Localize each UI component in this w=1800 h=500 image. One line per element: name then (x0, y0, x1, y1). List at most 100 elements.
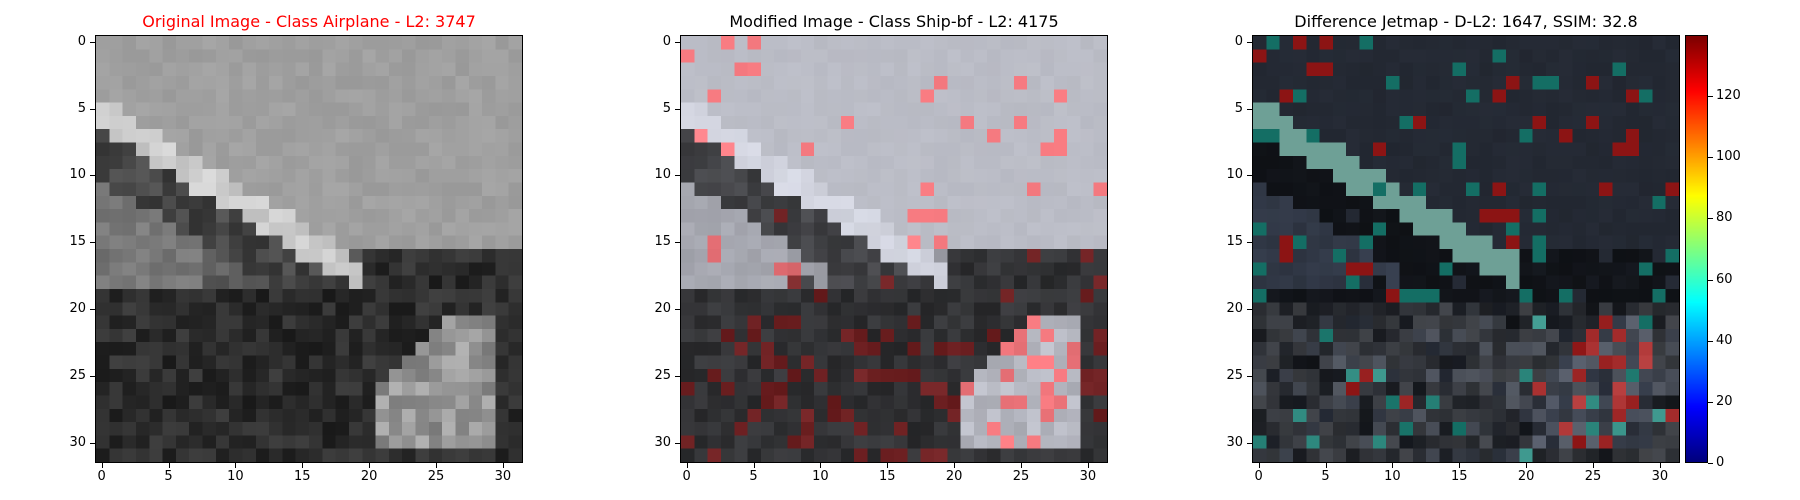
y-tick-mark (675, 108, 680, 110)
image-modified (680, 35, 1108, 463)
y-tick-label: 15 (69, 234, 86, 250)
x-tick-label: 25 (1012, 469, 1030, 484)
y-tick-mark (675, 309, 680, 311)
x-tick-label: 30 (494, 469, 512, 484)
y-tick-label: 10 (69, 167, 86, 183)
y-tick-label: 20 (1226, 301, 1243, 317)
y-tick-mark (1247, 175, 1252, 177)
x-tick-mark (1659, 463, 1661, 468)
y-tick-mark (675, 175, 680, 177)
colorbar-tick-label: 60 (1716, 271, 1733, 287)
x-tick-mark (369, 463, 371, 468)
y-tick-label: 0 (77, 33, 86, 49)
y-tick-mark (1247, 108, 1252, 110)
y-tick-mark (90, 242, 95, 244)
x-tick-mark (753, 463, 755, 468)
y-tick-mark (90, 442, 95, 444)
colorbar-tick-label: 40 (1716, 332, 1733, 348)
x-tick-label: 15 (879, 469, 896, 484)
colorbar-tick-mark (1708, 401, 1713, 403)
colorbar-tick-mark (1708, 96, 1713, 98)
x-tick-mark (1087, 463, 1089, 468)
x-tick-mark (101, 463, 103, 468)
y-tick-mark (675, 376, 680, 378)
x-tick-mark (436, 463, 438, 468)
y-tick-mark (1247, 442, 1252, 444)
colorbar-tick-mark (1708, 279, 1713, 281)
x-tick-mark (820, 463, 822, 468)
x-tick-label: 5 (164, 469, 173, 484)
colorbar-tick-label: 80 (1716, 210, 1733, 226)
y-tick-label: 20 (69, 301, 86, 317)
y-tick-label: 30 (69, 434, 86, 450)
y-tick-label: 5 (662, 100, 671, 116)
y-tick-mark (1247, 376, 1252, 378)
x-tick-label: 5 (749, 469, 758, 484)
colorbar-tick-label: 0 (1716, 455, 1725, 470)
colorbar-tick-mark (1708, 157, 1713, 159)
y-tick-mark (675, 242, 680, 244)
colorbar-gradient (1686, 36, 1707, 462)
x-tick-mark (502, 463, 504, 468)
x-tick-mark (302, 463, 304, 468)
image-difference (1252, 35, 1680, 463)
x-tick-label: 15 (294, 469, 311, 484)
x-tick-mark (686, 463, 688, 468)
y-tick-label: 30 (654, 434, 671, 450)
x-tick-label: 30 (1079, 469, 1097, 484)
image-original (95, 35, 523, 463)
x-tick-mark (168, 463, 170, 468)
x-tick-label: 20 (945, 469, 963, 484)
colorbar-tick-mark (1708, 463, 1713, 464)
x-tick-label: 20 (360, 469, 378, 484)
y-tick-mark (90, 376, 95, 378)
x-tick-mark (1021, 463, 1023, 468)
y-tick-label: 10 (1226, 167, 1243, 183)
x-tick-mark (1325, 463, 1327, 468)
x-tick-mark (887, 463, 889, 468)
y-tick-label: 15 (654, 234, 671, 250)
y-tick-mark (90, 41, 95, 43)
x-tick-label: 0 (97, 469, 106, 484)
x-tick-mark (954, 463, 956, 468)
colorbar-tick-label: 100 (1716, 149, 1741, 165)
colorbar-tick-label: 120 (1716, 88, 1741, 104)
y-tick-mark (1247, 242, 1252, 244)
y-tick-mark (675, 41, 680, 43)
colorbar (1685, 35, 1708, 463)
y-tick-mark (90, 309, 95, 311)
y-tick-label: 25 (654, 368, 671, 384)
y-tick-label: 15 (1226, 234, 1243, 250)
colorbar-tick-mark (1708, 218, 1713, 220)
y-tick-label: 0 (662, 33, 671, 49)
y-tick-label: 25 (69, 368, 86, 384)
x-tick-mark (235, 463, 237, 468)
colorbar-tick-label: 20 (1716, 393, 1733, 409)
y-tick-mark (1247, 41, 1252, 43)
y-tick-label: 5 (77, 100, 86, 116)
x-tick-mark (1593, 463, 1595, 468)
difference-jetmap-pixels (1253, 36, 1679, 462)
x-tick-label: 10 (227, 469, 244, 484)
original-image-pixels (96, 36, 522, 462)
x-tick-label: 10 (812, 469, 829, 484)
x-tick-label: 5 (1321, 469, 1330, 484)
y-tick-mark (1247, 309, 1252, 311)
x-tick-mark (1526, 463, 1528, 468)
x-tick-label: 20 (1517, 469, 1535, 484)
x-tick-label: 10 (1384, 469, 1401, 484)
x-tick-label: 15 (1451, 469, 1468, 484)
modified-image-pixels (681, 36, 1107, 462)
panel-title-original: Original Image - Class Airplane - L2: 37… (142, 12, 476, 31)
x-tick-label: 25 (1584, 469, 1602, 484)
y-tick-label: 20 (654, 301, 671, 317)
x-tick-label: 0 (1254, 469, 1263, 484)
y-tick-mark (90, 108, 95, 110)
y-tick-label: 10 (654, 167, 671, 183)
y-tick-label: 5 (1234, 100, 1243, 116)
y-tick-mark (675, 442, 680, 444)
y-tick-label: 25 (1226, 368, 1243, 384)
y-tick-mark (90, 175, 95, 177)
panel-title-difference: Difference Jetmap - D-L2: 1647, SSIM: 32… (1294, 12, 1638, 31)
x-tick-label: 30 (1651, 469, 1669, 484)
